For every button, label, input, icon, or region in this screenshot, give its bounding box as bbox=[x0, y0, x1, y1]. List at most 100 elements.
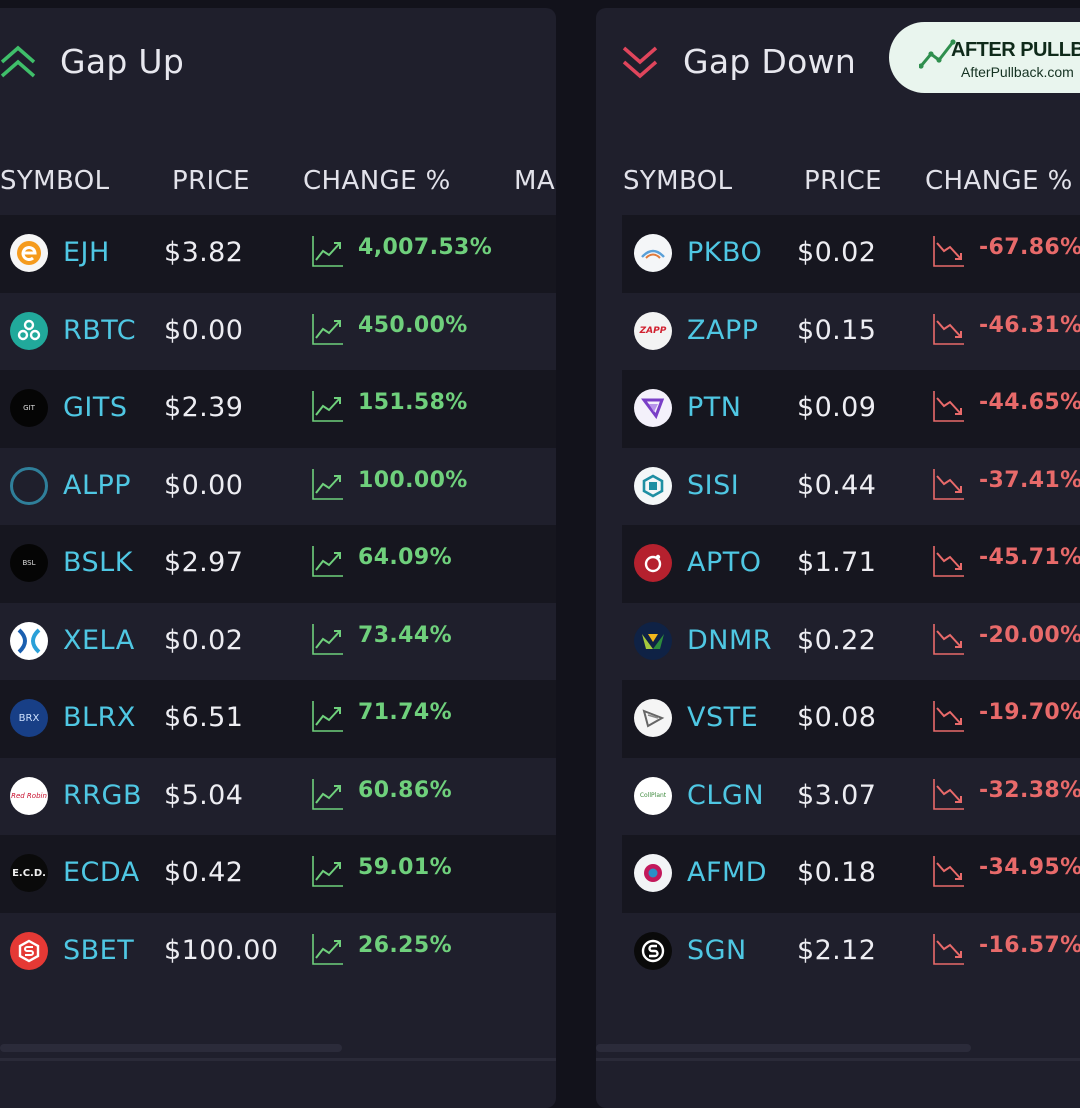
price-cell: $0.02 bbox=[164, 624, 244, 656]
logo-text: GIT bbox=[23, 404, 35, 412]
symbol-link[interactable]: SISI bbox=[687, 469, 740, 501]
symbol-link[interactable]: APTO bbox=[687, 547, 762, 578]
trend-up-icon bbox=[311, 854, 345, 888]
table-row[interactable]: SISI $0.44 -37.41% bbox=[622, 448, 1080, 526]
table-row[interactable]: XELA $0.02 73.44% bbox=[0, 603, 556, 681]
sisi-logo bbox=[634, 466, 672, 505]
table-row[interactable]: ZAPP ZAPP $0.15 -46.31% bbox=[622, 293, 1080, 371]
gap-down-title: Gap Down bbox=[683, 42, 857, 81]
symbol-link[interactable]: DNMR bbox=[687, 624, 773, 656]
symbol-link[interactable]: CLGN bbox=[687, 779, 765, 811]
col-header-change[interactable]: CHANGE % bbox=[925, 166, 1073, 196]
col-header-price[interactable]: PRICE bbox=[172, 166, 250, 196]
symbol-link[interactable]: BLRX bbox=[63, 702, 136, 733]
gap-down-table: PKBO $0.02 -67.86% ZAPP ZAPP $0.15 -46.31% PTN $… bbox=[622, 215, 1080, 990]
table-row[interactable]: Red Robin RRGB $5.04 60.86% bbox=[0, 758, 556, 836]
price-cell: $0.44 bbox=[797, 469, 877, 501]
symbol-link[interactable]: SBET bbox=[63, 934, 135, 966]
change-percent-cell: -67.86% bbox=[979, 235, 1080, 260]
symbol-link[interactable]: GITS bbox=[63, 392, 128, 423]
col-header-symbol[interactable]: SYMBOL bbox=[0, 166, 110, 196]
col-header-price[interactable]: PRICE bbox=[804, 166, 882, 196]
table-row[interactable]: SGN $2.12 -16.57% bbox=[622, 913, 1080, 991]
symbol-link[interactable]: AFMD bbox=[687, 857, 768, 888]
change-percent-cell: -32.38% bbox=[979, 777, 1080, 803]
table-row[interactable]: E.C.D. ECDA $0.42 59.01% bbox=[0, 835, 556, 913]
brand-name: AFTER PULLBACK bbox=[951, 39, 1080, 61]
col-header-change[interactable]: CHANGE % bbox=[303, 166, 451, 196]
rrgb-logo: Red Robin bbox=[10, 776, 48, 815]
chevrons-up-icon bbox=[0, 45, 36, 78]
price-cell: $2.97 bbox=[164, 547, 244, 578]
trend-up-icon bbox=[311, 389, 345, 423]
change-percent-cell: -37.41% bbox=[979, 467, 1080, 493]
symbol-link[interactable]: ALPP bbox=[63, 469, 132, 501]
change-percent-cell: 151.58% bbox=[358, 390, 468, 415]
symbol-link[interactable]: BSLK bbox=[63, 547, 133, 578]
horizontal-scrollbar[interactable] bbox=[0, 1044, 342, 1052]
change-percent-cell: -16.57% bbox=[979, 932, 1080, 958]
symbol-link[interactable]: EJH bbox=[63, 237, 110, 268]
table-row[interactable]: DNMR $0.22 -20.00% bbox=[622, 603, 1080, 681]
gits-logo: GIT bbox=[10, 389, 48, 427]
xela-logo bbox=[10, 621, 48, 660]
price-cell: $0.09 bbox=[797, 392, 877, 423]
symbol-link[interactable]: SGN bbox=[687, 934, 747, 966]
table-row[interactable]: EJH $3.82 4,007.53% bbox=[0, 215, 556, 293]
bslk-logo: BSL bbox=[10, 544, 48, 582]
col-header-symbol[interactable]: SYMBOL bbox=[623, 166, 733, 196]
symbol-link[interactable]: VSTE bbox=[687, 702, 759, 733]
symbol-link[interactable]: ZAPP bbox=[687, 314, 759, 346]
table-row[interactable]: BRX BLRX $6.51 71.74% bbox=[0, 680, 556, 758]
symbol-link[interactable]: RRGB bbox=[63, 779, 142, 811]
alpp-logo bbox=[10, 466, 48, 505]
table-row[interactable]: AFMD $0.18 -34.95% bbox=[622, 835, 1080, 913]
panel-divider bbox=[0, 1058, 556, 1061]
table-row[interactable]: GIT GITS $2.39 151.58% bbox=[0, 370, 556, 448]
table-row[interactable]: CollPlant CLGN $3.07 -32.38% bbox=[622, 758, 1080, 836]
table-row[interactable]: RBTC $0.00 450.00% bbox=[0, 293, 556, 371]
change-percent-cell: -44.65% bbox=[979, 390, 1080, 415]
table-row[interactable]: PTN $0.09 -44.65% bbox=[622, 370, 1080, 448]
table-row[interactable]: BSL BSLK $2.97 64.09% bbox=[0, 525, 556, 603]
zapp-logo: ZAPP bbox=[634, 311, 672, 350]
afmd-logo bbox=[634, 854, 672, 892]
price-cell: $0.00 bbox=[164, 469, 244, 501]
trend-line-logo-icon bbox=[919, 39, 956, 69]
symbol-link[interactable]: ECDA bbox=[63, 857, 140, 888]
logo-text: CollPlant bbox=[639, 792, 667, 799]
table-row[interactable]: PKBO $0.02 -67.86% bbox=[622, 215, 1080, 293]
price-cell: $0.18 bbox=[797, 857, 877, 888]
table-row[interactable]: VSTE $0.08 -19.70% bbox=[622, 680, 1080, 758]
logo-text: Red Robin bbox=[11, 791, 47, 800]
trend-down-icon bbox=[932, 854, 966, 888]
change-percent-cell: 450.00% bbox=[358, 312, 468, 338]
table-row[interactable]: ALPP $0.00 100.00% bbox=[0, 448, 556, 526]
change-percent-cell: 4,007.53% bbox=[358, 235, 493, 260]
change-percent-cell: 64.09% bbox=[358, 545, 453, 570]
ecda-logo: E.C.D. bbox=[10, 854, 48, 892]
price-cell: $0.02 bbox=[797, 237, 877, 268]
trend-down-icon bbox=[932, 622, 966, 656]
panel-divider bbox=[596, 1058, 1080, 1061]
logo-text: BSL bbox=[22, 559, 36, 567]
sgn-logo bbox=[634, 931, 672, 970]
price-cell: $5.04 bbox=[164, 779, 244, 811]
chevrons-down-icon bbox=[622, 46, 658, 79]
symbol-link[interactable]: PKBO bbox=[687, 237, 763, 268]
gap-up-panel: Gap Up SYMBOL PRICE CHANGE % MA EJH $3.82… bbox=[0, 8, 556, 1108]
symbol-link[interactable]: XELA bbox=[63, 624, 135, 656]
col-header-ma[interactable]: MA bbox=[514, 166, 556, 196]
symbol-link[interactable]: PTN bbox=[687, 392, 742, 423]
horizontal-scrollbar[interactable] bbox=[596, 1044, 971, 1052]
price-cell: $2.12 bbox=[797, 934, 877, 966]
table-row[interactable]: SBET $100.00 26.25% bbox=[0, 913, 556, 991]
trend-down-icon bbox=[932, 234, 966, 268]
logo-text: BRX bbox=[18, 712, 40, 724]
symbol-link[interactable]: RBTC bbox=[63, 314, 137, 346]
change-percent-cell: 59.01% bbox=[358, 855, 453, 880]
price-cell: $6.51 bbox=[164, 702, 244, 733]
table-row[interactable]: APTO $1.71 -45.71% bbox=[622, 525, 1080, 603]
trend-down-icon bbox=[932, 312, 966, 346]
price-cell: $0.08 bbox=[797, 702, 877, 733]
